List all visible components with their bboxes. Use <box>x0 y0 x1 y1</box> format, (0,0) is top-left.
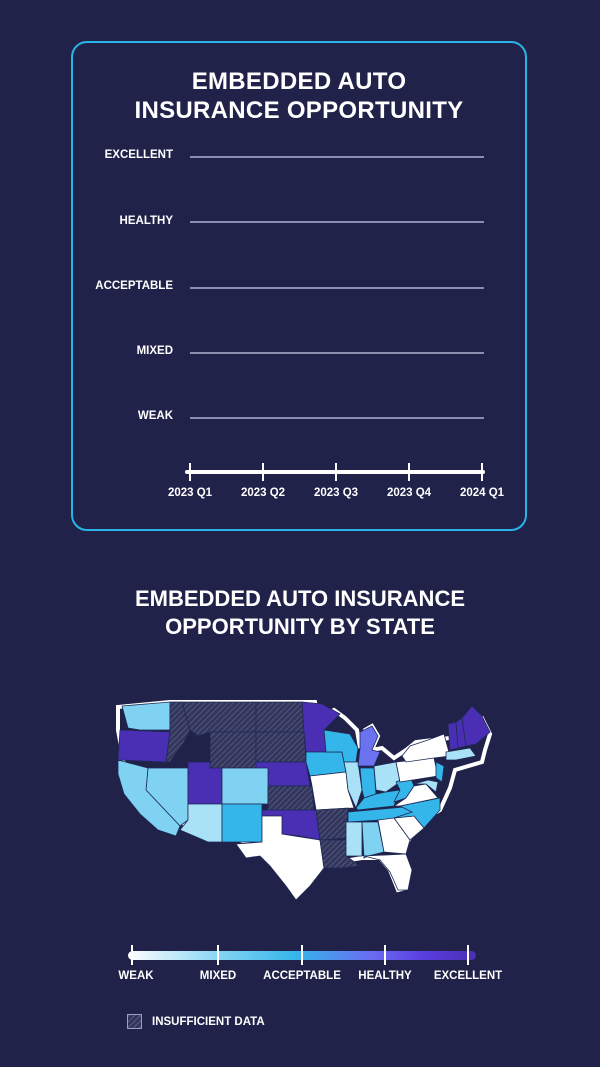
state-KY <box>355 789 401 811</box>
state-NM <box>221 803 263 843</box>
state-MD <box>413 779 439 793</box>
state-NC <box>393 797 441 829</box>
legend-tick <box>301 945 303 965</box>
insufficient-data-swatch <box>127 1014 142 1029</box>
state-GA <box>377 817 411 855</box>
x-tick <box>481 463 483 481</box>
state-MI <box>357 725 381 767</box>
legend-tick <box>131 945 133 965</box>
y-label-healthy: HEALTHY <box>119 215 173 227</box>
legend-label-mixed: MIXED <box>199 970 237 982</box>
legend-tick <box>384 945 386 965</box>
state-ME <box>461 705 491 747</box>
state-WA <box>121 701 171 731</box>
gridline-weak <box>190 417 484 419</box>
x-label: 2023 Q2 <box>240 487 286 499</box>
chart-title-line-1: EMBEDDED AUTO <box>191 68 407 95</box>
gridline-excellent <box>190 156 484 158</box>
state-CO <box>221 767 269 805</box>
x-tick <box>408 463 410 481</box>
legend-label-excellent: EXCELLENT <box>433 970 503 982</box>
x-tick <box>335 463 337 481</box>
legend-label-acceptable: ACCEPTABLE <box>263 970 341 982</box>
state-NJ <box>435 761 445 783</box>
state-MS <box>345 821 363 857</box>
gridline-acceptable <box>190 287 484 289</box>
map-title-line-1: EMBEDDED AUTO INSURANCE <box>134 586 466 611</box>
map-title-line-2: OPPORTUNITY BY STATE <box>165 614 435 639</box>
state-MA <box>445 747 477 761</box>
state-OH <box>373 761 401 793</box>
map-title: EMBEDDED AUTO INSURANCE OPPORTUNITY BY S… <box>0 585 600 641</box>
state-KS <box>267 785 315 811</box>
y-label-excellent: EXCELLENT <box>104 149 173 161</box>
insufficient-data-label: INSUFFICIENT DATA <box>152 1016 265 1028</box>
x-label: 2023 Q4 <box>386 487 432 499</box>
state-TX <box>235 815 325 901</box>
legend-tick <box>217 945 219 965</box>
chart-title: EMBEDDED AUTO INSURANCE OPPORTUNITY <box>73 67 525 125</box>
x-tick <box>262 463 264 481</box>
state-MT <box>181 701 257 737</box>
y-label-acceptable: ACCEPTABLE <box>95 280 173 292</box>
state-OR <box>117 729 171 763</box>
x-label: 2024 Q1 <box>459 487 505 499</box>
us-choropleth-map <box>116 700 493 901</box>
state-SD <box>255 731 307 763</box>
y-label-weak: WEAK <box>137 410 173 422</box>
state-ND <box>255 701 305 733</box>
state-CA <box>117 759 181 837</box>
state-AR <box>315 807 349 841</box>
opportunity-chart-card: EMBEDDED AUTO INSURANCE OPPORTUNITY EXCE… <box>71 41 527 531</box>
legend-label-weak: WEAK <box>118 970 154 982</box>
state-AL <box>361 821 385 859</box>
x-tick <box>189 463 191 481</box>
gridline-healthy <box>190 221 484 223</box>
state-FL <box>363 853 413 891</box>
x-label: 2023 Q1 <box>167 487 213 499</box>
state-PA <box>395 757 439 783</box>
x-label: 2023 Q3 <box>313 487 359 499</box>
y-label-mixed: MIXED <box>136 345 173 357</box>
state-UT <box>187 761 223 805</box>
state-WY <box>209 731 257 769</box>
legend-tick <box>467 945 469 965</box>
chart-title-line-2: INSURANCE OPPORTUNITY <box>134 97 464 124</box>
legend-label-healthy: HEALTHY <box>358 970 412 982</box>
gridline-mixed <box>190 352 484 354</box>
state-IN <box>359 767 377 799</box>
state-NY <box>401 733 451 763</box>
